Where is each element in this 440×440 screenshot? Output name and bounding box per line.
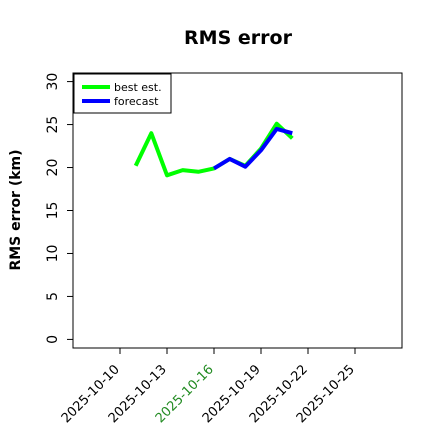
chart-title: RMS error	[184, 27, 293, 49]
series-line-forecast	[212, 126, 293, 171]
y-tick-label: 15	[45, 202, 61, 220]
legend-label-best-est: best est.	[114, 81, 162, 94]
y-tick-label: 0	[45, 335, 61, 344]
y-tick-label: 5	[45, 292, 61, 301]
legend-box	[73, 73, 172, 114]
legend: best est. forecast	[73, 73, 172, 114]
plot-frame	[72, 72, 403, 349]
y-tick-label: 25	[45, 116, 61, 134]
y-tick-label: 30	[45, 73, 61, 91]
y-axis-label: RMS error (km)	[8, 149, 24, 270]
y-tick-label: 10	[45, 245, 61, 263]
legend-label-forecast: forecast	[114, 95, 159, 108]
x-axis: 2025-10-102025-10-132025-10-162025-10-19…	[59, 348, 358, 426]
y-tick-label: 20	[45, 159, 61, 177]
y-axis: 0 5 10 15 20 25 30	[45, 73, 73, 344]
series-lines	[133, 121, 294, 178]
